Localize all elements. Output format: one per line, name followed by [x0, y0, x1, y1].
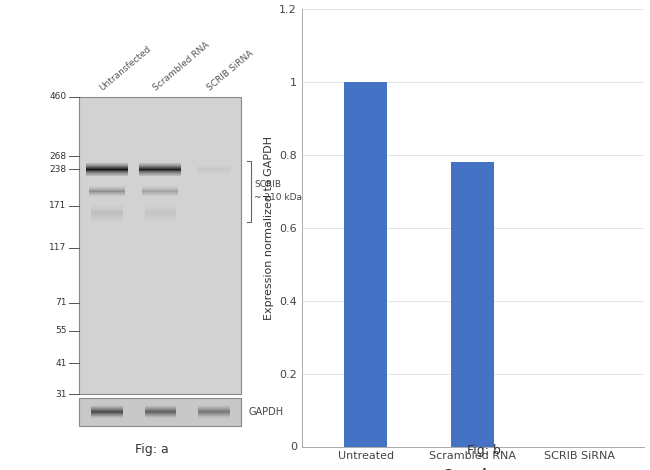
Bar [91, 207, 122, 208]
Bar [144, 217, 176, 218]
Bar [91, 219, 122, 220]
Bar [144, 213, 176, 214]
Bar [144, 204, 176, 205]
Text: 238: 238 [49, 165, 67, 174]
Bar [91, 204, 122, 205]
Bar [144, 205, 176, 206]
Text: SCRIB
~ 210 kDa: SCRIB ~ 210 kDa [254, 180, 302, 202]
Text: Fig: b: Fig: b [467, 444, 501, 457]
Bar [144, 206, 176, 207]
Bar [144, 220, 176, 221]
Bar [344, 82, 387, 446]
Bar [144, 211, 176, 212]
Bar [144, 218, 176, 219]
Bar [79, 97, 241, 394]
Bar [144, 215, 176, 216]
Bar [144, 210, 176, 211]
Bar [91, 217, 122, 218]
Bar [91, 206, 122, 207]
Bar [91, 211, 122, 212]
Bar [91, 213, 122, 214]
Bar [144, 208, 176, 209]
Bar [91, 210, 122, 211]
Bar [91, 220, 122, 221]
Bar [91, 209, 122, 210]
Text: SCRIB SiRNA: SCRIB SiRNA [205, 49, 255, 93]
Bar [144, 214, 176, 215]
Text: 41: 41 [55, 359, 67, 368]
Bar [144, 216, 176, 217]
Bar [91, 212, 122, 213]
Bar [91, 221, 122, 222]
Bar [91, 208, 122, 209]
Bar [451, 162, 494, 446]
Text: 71: 71 [55, 298, 67, 307]
Text: 460: 460 [49, 92, 67, 102]
Text: GAPDH: GAPDH [248, 407, 283, 417]
Bar [91, 215, 122, 216]
Text: 268: 268 [49, 152, 67, 161]
Text: Scrambled RNA: Scrambled RNA [151, 40, 211, 93]
Y-axis label: Expression normalized to GAPDH: Expression normalized to GAPDH [263, 136, 274, 320]
Text: 171: 171 [49, 201, 67, 211]
Text: 55: 55 [55, 326, 67, 336]
Bar [91, 218, 122, 219]
Text: Fig: a: Fig: a [135, 443, 169, 456]
Bar [79, 398, 241, 426]
Bar [144, 219, 176, 220]
X-axis label: Samples: Samples [443, 468, 502, 470]
Bar [91, 216, 122, 217]
Bar [144, 212, 176, 213]
Bar [144, 207, 176, 208]
Text: 117: 117 [49, 243, 67, 252]
Bar [144, 221, 176, 222]
Bar [91, 214, 122, 215]
Text: 31: 31 [55, 390, 67, 399]
Text: Untransfected: Untransfected [98, 44, 153, 93]
Bar [144, 209, 176, 210]
Bar [91, 205, 122, 206]
